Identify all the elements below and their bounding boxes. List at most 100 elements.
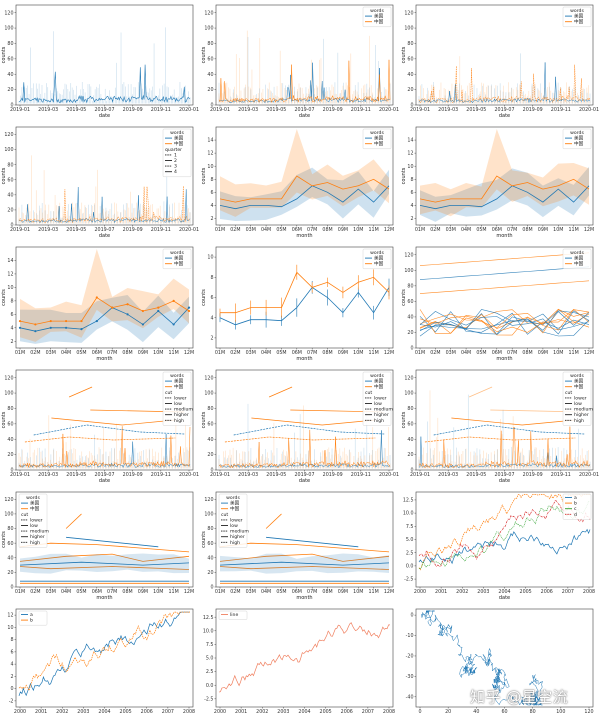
x-tick-label: 08M [322, 227, 332, 233]
chart-panel-3: 0 20 40 60 80 100 120 2019-01 2019-03 2019-05 2019… [400, 0, 599, 120]
y-tick-label: 60 [7, 177, 13, 183]
confidence-band [20, 295, 189, 344]
chart-panel-1: 0 20 40 60 80 100 120 2019-01 2019-03 2019-05 2019… [0, 0, 199, 120]
legend-label: a [574, 496, 577, 501]
x-tick-label: 12M [384, 589, 394, 595]
cut-line [251, 417, 376, 426]
y-tick-label: 40 [207, 437, 213, 443]
y-tick-label: 0 [10, 468, 13, 474]
y-tick-label: 12 [207, 151, 213, 157]
y-tick-label: 120 [404, 10, 413, 16]
x-tick-label: 2000 [414, 589, 426, 595]
x-tick-label: 10M [353, 227, 363, 233]
legend-label: b [574, 501, 577, 507]
series-line [419, 175, 590, 203]
legend-box [562, 493, 592, 520]
y-tick-label: 20 [7, 87, 13, 93]
plot-frame [415, 246, 594, 349]
watermark: 知乎 @星空流 [470, 688, 569, 706]
series-line [219, 185, 390, 210]
y-tick-label: -40 [406, 694, 414, 700]
legend-label: low [30, 523, 38, 529]
chart-svg: 2 4 6 8 10 12 14 01M 02M 03M 04M 05M 06M 07M 08M 09M 10M… [201, 126, 394, 239]
x-tick-label: 04M [461, 227, 471, 233]
y-tick-label: 80 [207, 41, 213, 47]
x-tick-label: 09M [538, 227, 548, 233]
walk-line [418, 499, 591, 567]
tangle-line [419, 313, 590, 337]
y-axis-label: counts [201, 289, 207, 306]
x-tick-label: 2019-11 [551, 472, 571, 478]
tangle-line [419, 309, 590, 331]
x-tick-label: 01M [215, 227, 225, 233]
x-tick-label: 10M [553, 350, 563, 356]
legend-title: words [370, 8, 384, 14]
cut-line [24, 436, 176, 443]
walk-line [418, 528, 591, 565]
x-tick-label: 11M [369, 227, 379, 233]
legend-label: medium [174, 407, 193, 413]
y-tick-label: 120 [4, 132, 13, 138]
x-tick-label: 03M [446, 350, 456, 356]
y-tick-label: 120 [4, 375, 13, 381]
y-axis-label: counts [201, 46, 207, 63]
x-axis-label: month [96, 595, 112, 601]
y-tick-label: 20 [207, 452, 213, 458]
x-tick-label: 80 [530, 709, 536, 715]
chart-svg: 2 4 6 8 10 12 14 01M 02M 03M 04M 05M 06M 07M 08M 09M 10M… [1, 246, 194, 362]
y-tick-label: 80 [407, 283, 413, 289]
y-tick-label: 0 [210, 585, 213, 591]
legend-title: words [570, 250, 584, 256]
x-tick-label: 02M [430, 227, 440, 233]
y-tick-label: 0 [210, 103, 213, 109]
x-tick-label: 02M [230, 227, 240, 233]
x-tick-label: 06M [292, 589, 302, 595]
legend-label: 中国 [174, 383, 184, 390]
legend-label: 中国 [374, 260, 384, 267]
legend-label: lower [574, 395, 587, 401]
legend-label: cut [165, 390, 172, 396]
cut-line [51, 417, 176, 426]
x-tick-label: 2004 [498, 589, 510, 595]
x-tick-label: 2019-01 [410, 472, 430, 478]
x-tick-label: 01M [215, 350, 225, 356]
chart-panel-15: -2.5 0.0 2.5 5.0 7.5 10.0 12.5 2000 2001 2002 2003… [400, 487, 599, 602]
y-tick-label: 20 [207, 570, 213, 576]
y-tick-label: 120 [204, 10, 213, 16]
x-tick-label: 2019-11 [151, 227, 171, 233]
x-tick-label: 2008 [183, 709, 195, 715]
x-tick-label: 2008 [583, 589, 595, 595]
x-tick-label: 2019-05 [66, 107, 86, 113]
chart-svg: 0 20 40 60 80 100 120 01M 02M 03M 04M 05M 06M 07M 08M 0… [1, 491, 194, 601]
y-tick-label: 5.0 [206, 656, 214, 662]
x-tick-label: 2006 [141, 709, 153, 715]
x-tick-label: 2019-03 [38, 227, 58, 233]
chart-panel-12: 0 20 40 60 80 100 120 2019-01 2019-03 2019-05 2019… [400, 365, 599, 485]
y-tick-label: 100 [204, 512, 213, 518]
x-tick-label: 08M [322, 589, 332, 595]
y-tick-label: 20 [7, 570, 13, 576]
tangle-line [419, 313, 590, 337]
x-tick-label: 06M [92, 350, 102, 356]
tangle-line [419, 309, 590, 333]
x-tick-label: 09M [138, 589, 148, 595]
legend-label: 4 [174, 169, 177, 175]
y-tick-label: 6 [10, 649, 13, 655]
x-tick-label: 2020-01 [579, 107, 599, 113]
plot-frame [415, 126, 594, 226]
y-tick-label: 0 [10, 686, 13, 692]
x-tick-label: 2020-01 [579, 472, 599, 478]
x-tick-label: 09M [338, 350, 348, 356]
legend-label: lower [30, 517, 43, 523]
x-tick-label: 09M [338, 227, 348, 233]
y-tick-label: 100 [404, 391, 413, 397]
series-marker [187, 306, 191, 309]
x-tick-label: 2019-05 [466, 472, 486, 478]
x-tick-label: 05M [76, 350, 86, 356]
x-tick-label: 06M [92, 589, 102, 595]
x-tick-label: 04M [61, 350, 71, 356]
plot-frame [215, 608, 394, 708]
tangle-line [419, 310, 590, 335]
y-tick-label: 120 [4, 10, 13, 16]
